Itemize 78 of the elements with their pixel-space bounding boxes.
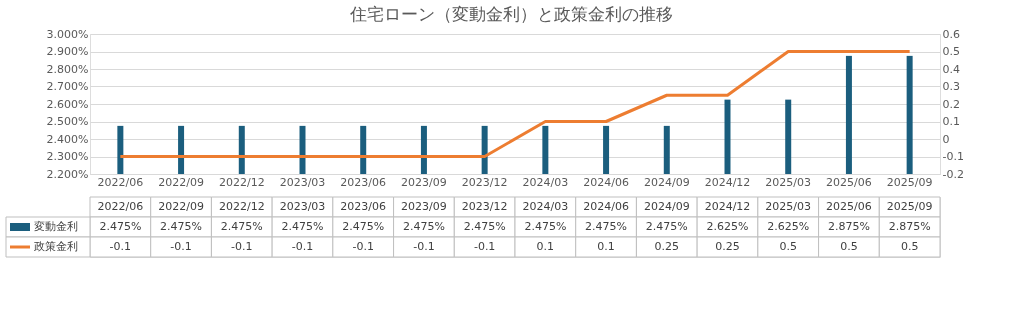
data-label: 2.475% <box>281 220 324 233</box>
data-label: 2.625% <box>767 220 810 233</box>
data-label: 0.5 <box>779 240 797 253</box>
y-tick-label: 2.200% <box>46 167 89 181</box>
data-label: -0.1 <box>170 240 192 253</box>
y-tick-label: 2.300% <box>46 150 89 163</box>
category-label: 2022/09 <box>158 200 204 213</box>
data-label: -0.1 <box>413 240 435 253</box>
category-label: 2024/03 <box>522 200 569 213</box>
y2-tick-label: 0.6 <box>942 27 960 41</box>
data-label: 0.25 <box>654 240 680 253</box>
y-tick-label: 2.600% <box>46 97 89 111</box>
y-tick-label: 2.400% <box>46 132 89 146</box>
category-label: 2025/06 <box>826 200 872 213</box>
y-tick-label: 2.700% <box>46 80 89 93</box>
x-tick-label: 2022/09 <box>158 175 204 189</box>
data-label: 0.1 <box>536 240 555 253</box>
x-tick-label: 2024/03 <box>522 175 569 189</box>
x-tick-label: 2023/06 <box>340 175 387 189</box>
data-label: 2.475% <box>160 220 203 233</box>
data-label: -0.1 <box>231 240 253 253</box>
category-label: 2024/09 <box>643 200 690 213</box>
x-tick-label: 2023/09 <box>401 175 447 189</box>
line-series <box>118 50 912 158</box>
data-label: 2.875% <box>888 220 931 233</box>
y-tick-label: 3.000% <box>46 27 89 41</box>
data-label: 2.475% <box>463 220 506 233</box>
category-label: 2025/03 <box>765 200 812 213</box>
category-label: 2024/12 <box>704 200 751 213</box>
x-tick-label: 2025/09 <box>886 175 933 189</box>
y2-tick-label: -0.2 <box>942 167 964 181</box>
data-label: 0.5 <box>900 240 919 253</box>
data-label: 2.475% <box>342 220 385 233</box>
y2-tick-label: 0.5 <box>942 45 960 58</box>
data-label: 2.475% <box>585 220 628 233</box>
x-tick-label: 2024/06 <box>583 175 629 189</box>
x-tick-label: 2023/03 <box>279 175 326 189</box>
legend-label: 変動金利 <box>34 220 78 233</box>
x-tick-label: 2022/06 <box>97 175 144 189</box>
y2-tick-label: 0 <box>942 132 950 146</box>
category-label: 2023/06 <box>340 200 387 213</box>
y2-tick-label: 0.4 <box>942 62 960 76</box>
data-label: -0.1 <box>352 240 374 253</box>
x-tick-label: 2025/03 <box>765 175 812 189</box>
data-label: 2.625% <box>706 220 749 233</box>
data-label: 2.475% <box>220 220 263 233</box>
x-tick-label: 2024/12 <box>704 175 751 189</box>
y-tick-label: 2.900% <box>46 45 89 58</box>
category-label: 2022/12 <box>218 200 265 213</box>
data-label: 2.475% <box>524 220 567 233</box>
category-label: 2023/09 <box>401 200 447 213</box>
chart-title: 住宅ローン（変動金利）と政策金利の推移 <box>349 3 674 24</box>
x-tick-label: 2024/09 <box>643 175 690 189</box>
y2-tick-label: 0.3 <box>942 80 960 93</box>
legend-label: 政策金利 <box>34 240 78 253</box>
x-tick-label: 2022/12 <box>218 175 265 189</box>
category-label: 2023/12 <box>461 200 508 213</box>
data-label: -0.1 <box>109 240 132 253</box>
category-label: 2023/03 <box>279 200 326 213</box>
data-label: 0.5 <box>840 240 858 253</box>
data-label: -0.1 <box>291 240 314 253</box>
y2-tick-label: -0.1 <box>942 150 964 163</box>
y-tick-label: 2.500% <box>46 115 89 128</box>
category-label: 2025/09 <box>886 200 933 213</box>
y-tick-label: 2.800% <box>46 62 89 76</box>
data-label: 2.475% <box>645 220 688 233</box>
data-label: 0.25 <box>715 240 740 253</box>
y2-tick-label: 0.2 <box>942 97 960 111</box>
category-label: 2024/06 <box>583 200 629 213</box>
data-label: 0.1 <box>597 240 615 253</box>
data-label: 2.475% <box>99 220 142 233</box>
x-tick-label: 2025/06 <box>826 175 872 189</box>
data-label: -0.1 <box>473 240 496 253</box>
x-tick-label: 2023/12 <box>461 175 508 189</box>
data-label: 2.475% <box>402 220 445 233</box>
data-label: 2.875% <box>827 220 870 233</box>
category-label: 2022/06 <box>97 200 144 213</box>
y2-tick-label: 0.1 <box>942 115 960 128</box>
